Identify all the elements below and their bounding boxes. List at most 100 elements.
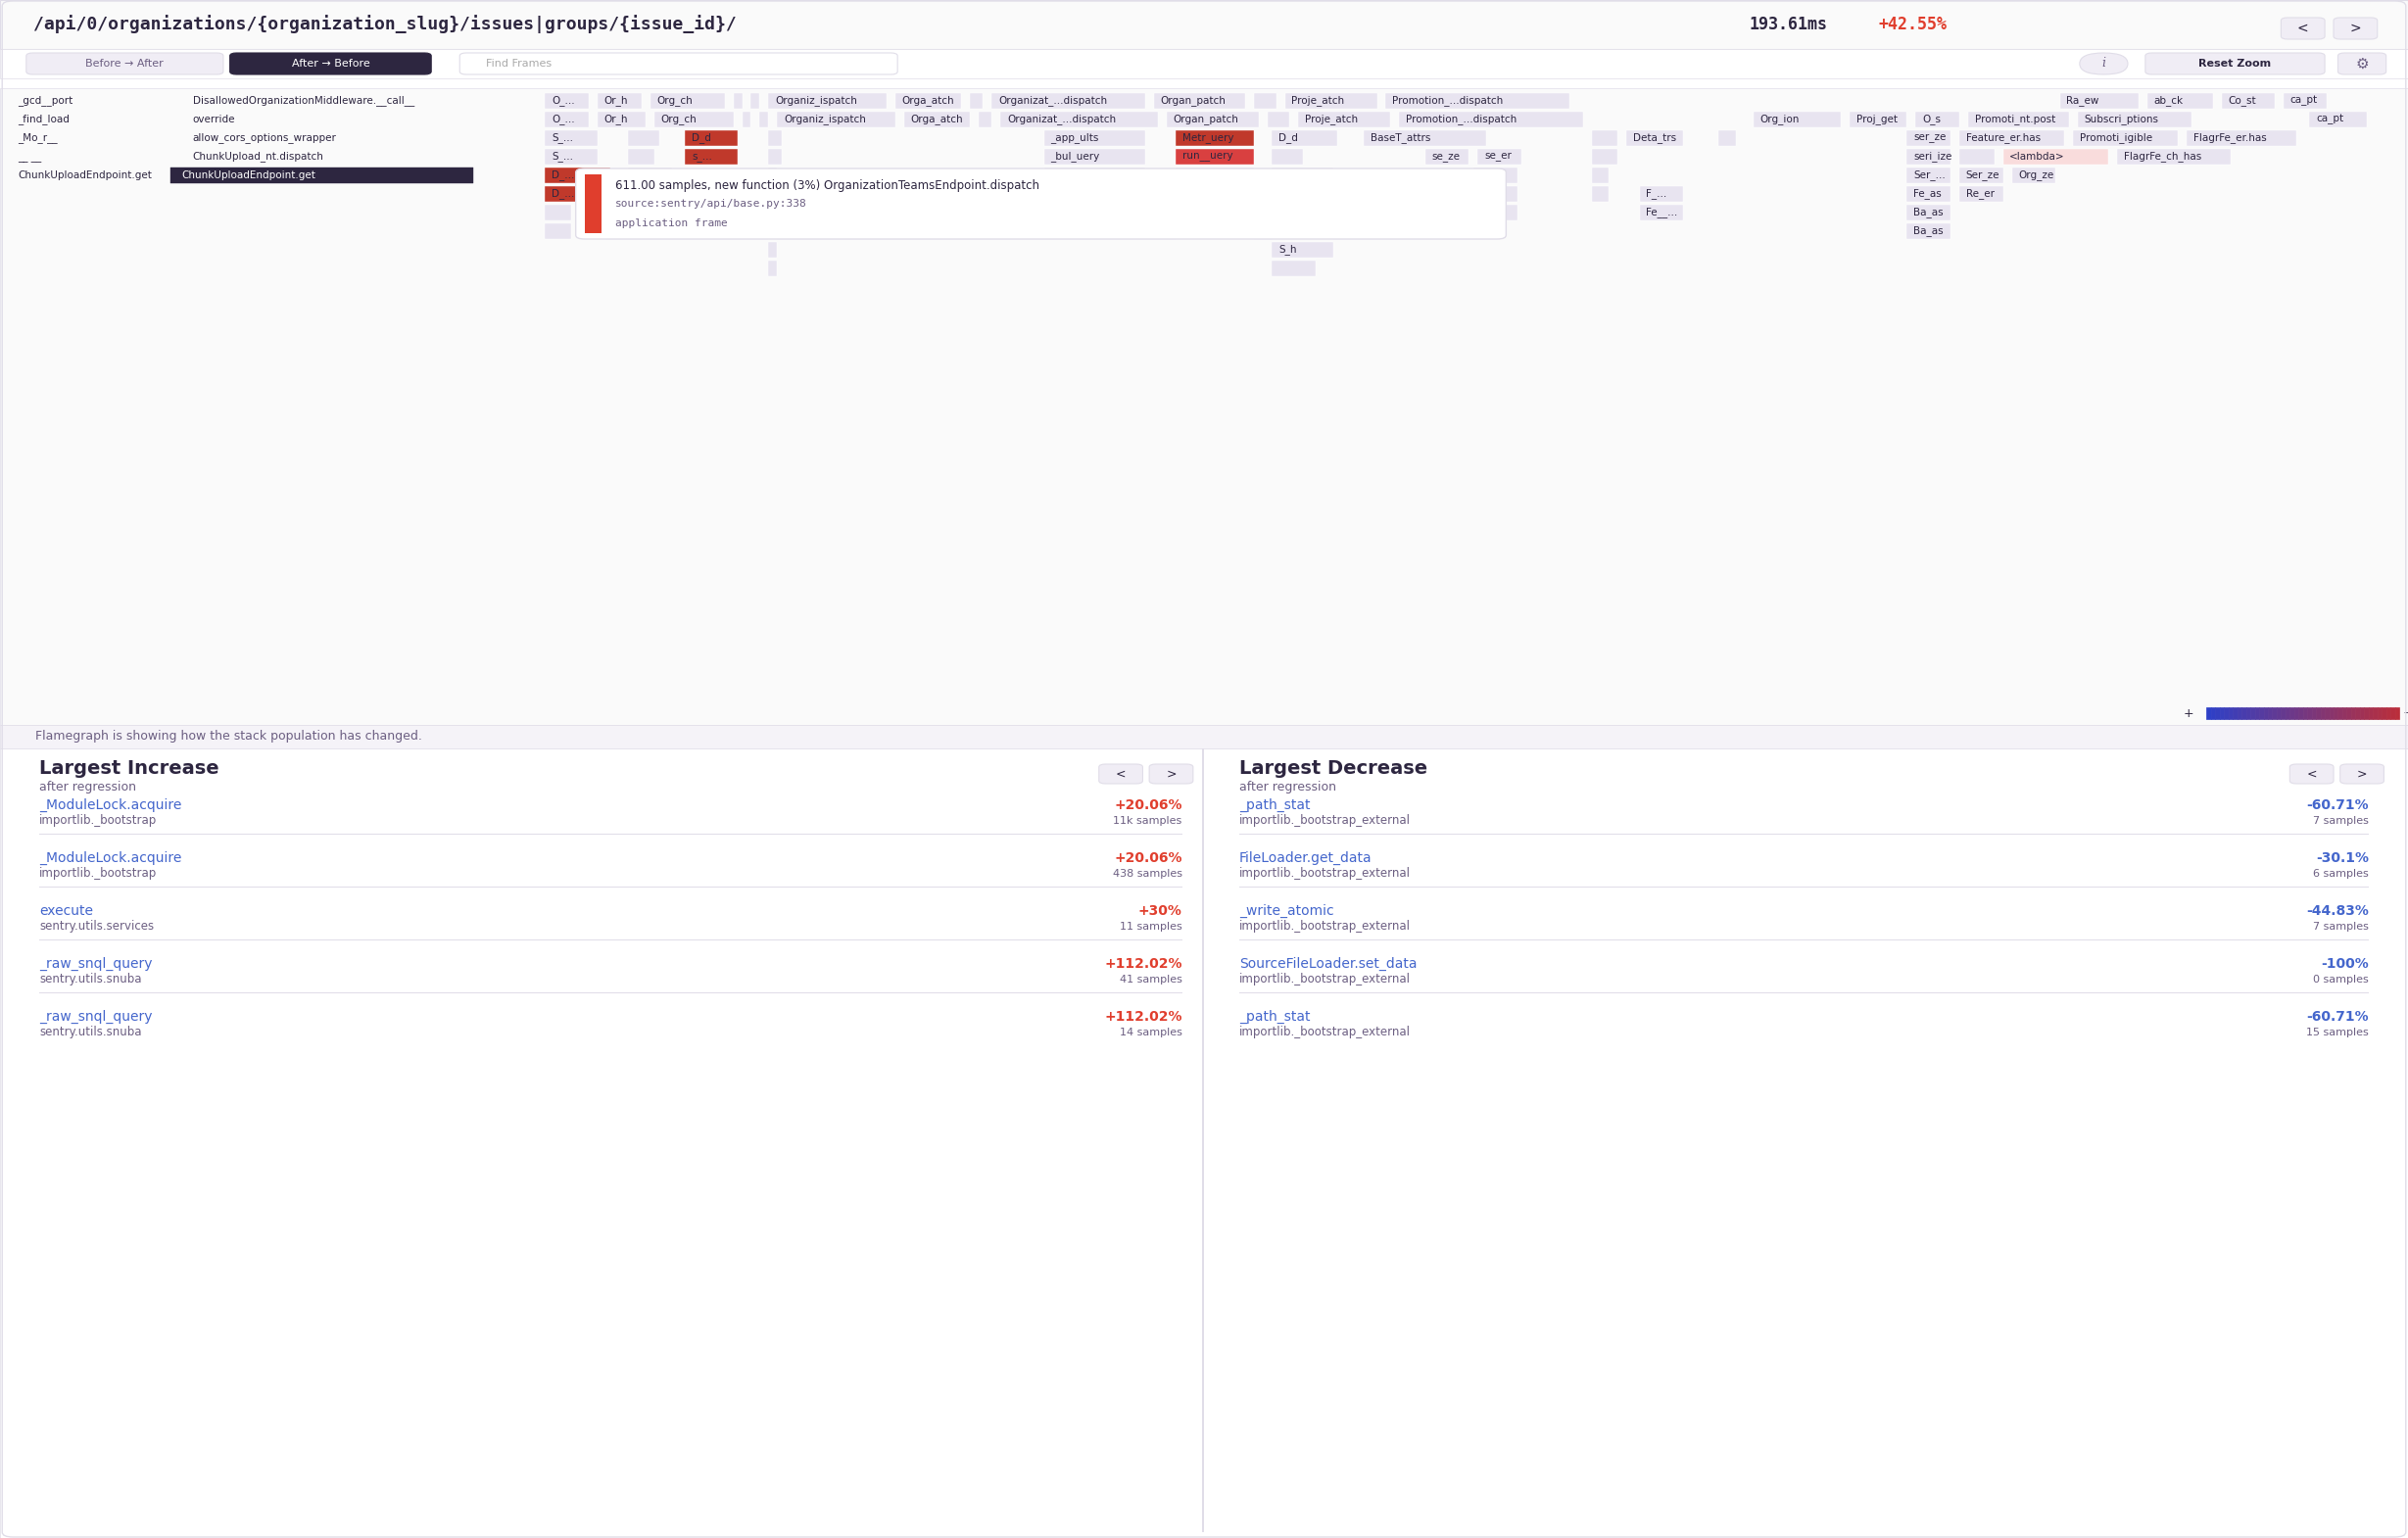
Text: -44.83%: -44.83%	[2307, 904, 2369, 918]
Bar	[628, 168, 672, 183]
Text: _ap_lts: _ap_lts	[1182, 189, 1218, 200]
Bar	[2237, 707, 2242, 720]
Bar	[2276, 707, 2280, 720]
Bar	[597, 112, 645, 128]
Bar	[686, 149, 737, 165]
Bar	[2117, 149, 2230, 165]
Bar	[2003, 149, 2107, 165]
Bar	[2242, 707, 2247, 720]
Bar	[1960, 149, 1994, 165]
Text: sentry.utils.snuba: sentry.utils.snuba	[39, 974, 142, 986]
Bar	[2360, 707, 2365, 720]
Text: Co_st: Co_st	[2227, 95, 2256, 106]
Bar	[1753, 112, 1842, 128]
Bar	[2307, 707, 2312, 720]
Text: Ser_ze: Ser_ze	[1965, 171, 1999, 180]
Bar	[1907, 205, 1950, 220]
FancyBboxPatch shape	[2146, 52, 2324, 74]
Text: +20.06%: +20.06%	[1115, 798, 1182, 812]
Bar	[1286, 94, 1377, 109]
Bar	[1175, 186, 1255, 201]
Text: Re_er: Re_er	[1965, 189, 1994, 200]
Text: Org_ch: Org_ch	[657, 95, 694, 106]
Bar	[1426, 186, 1452, 201]
Text: Ra_ew: Ra_ew	[2066, 95, 2100, 106]
Bar	[768, 149, 783, 165]
Text: /api/0/organizations/{organization_slug}/issues|groups/{issue_id}/: /api/0/organizations/{organization_slug}…	[34, 15, 737, 34]
Bar	[1271, 205, 1334, 220]
Text: 11k samples: 11k samples	[1112, 817, 1182, 826]
Text: FileLoader.get_data: FileLoader.get_data	[1240, 851, 1373, 864]
Text: ca_pt: ca_pt	[2316, 114, 2343, 125]
Bar	[1849, 112, 1907, 128]
Bar	[2377, 707, 2382, 720]
Bar	[628, 131, 660, 146]
Text: S_...: S_...	[551, 132, 573, 143]
Text: FlagrFe_er.has: FlagrFe_er.has	[2194, 132, 2266, 143]
Text: execute: execute	[39, 904, 94, 918]
Text: raw_ery: raw_ery	[1279, 171, 1320, 180]
Bar	[1719, 131, 1736, 146]
Text: Organ_patch: Organ_patch	[1173, 114, 1238, 125]
Text: _path_stat: _path_stat	[1240, 1010, 1310, 1024]
Text: Before → After: Before → After	[87, 58, 164, 69]
Bar	[2295, 707, 2300, 720]
Bar	[655, 112, 734, 128]
Bar	[1592, 168, 1609, 183]
Bar	[0, 749, 2408, 1538]
Text: importlib._bootstrap: importlib._bootstrap	[39, 867, 157, 880]
Text: >: >	[2357, 767, 2367, 780]
Text: Organizat_...dispatch: Organizat_...dispatch	[999, 95, 1108, 106]
Text: ab_ck: ab_ck	[2155, 95, 2184, 106]
Bar	[1271, 241, 1334, 258]
Text: <lambda>: <lambda>	[2011, 152, 2066, 161]
Bar	[2369, 707, 2372, 720]
Bar	[1426, 149, 1469, 165]
Bar	[2386, 707, 2391, 720]
Text: Org_ion: Org_ion	[1760, 114, 1799, 125]
Text: application frame: application frame	[614, 218, 727, 228]
Bar	[1385, 94, 1570, 109]
Text: ser_ze: ser_ze	[1914, 134, 1946, 143]
FancyBboxPatch shape	[2333, 17, 2377, 38]
Bar	[1967, 112, 2068, 128]
Text: se_ze: se_ze	[1433, 152, 1459, 161]
Bar	[2321, 707, 2324, 720]
Text: D_d: D_d	[1279, 132, 1298, 143]
Bar	[2396, 707, 2398, 720]
Text: Proje_atch: Proje_atch	[1305, 114, 1358, 125]
Bar	[2232, 707, 2237, 720]
Text: _Mo_r__: _Mo_r__	[17, 132, 58, 143]
Bar	[171, 168, 472, 183]
Bar	[2186, 131, 2297, 146]
Bar	[2365, 707, 2369, 720]
Text: D_...: D_...	[551, 189, 576, 200]
Bar	[1267, 112, 1288, 128]
Text: Orga_atch: Orga_atch	[903, 95, 954, 106]
Text: source:sentry/api/base.py:338: source:sentry/api/base.py:338	[614, 198, 807, 209]
Bar	[978, 112, 992, 128]
Text: importlib._bootstrap_external: importlib._bootstrap_external	[1240, 974, 1411, 986]
Bar	[544, 186, 612, 201]
Bar	[999, 112, 1158, 128]
Text: F_...: F_...	[1481, 208, 1500, 218]
Bar	[2227, 707, 2232, 720]
Bar	[2338, 707, 2343, 720]
Bar	[2302, 707, 2307, 720]
Text: get__ries: get__ries	[1182, 171, 1228, 180]
Text: Flamegraph is showing how the stack population has changed.: Flamegraph is showing how the stack popu…	[36, 731, 421, 743]
Text: 438 samples: 438 samples	[1112, 869, 1182, 878]
Text: se_er: se_er	[1483, 152, 1512, 161]
Bar	[544, 168, 612, 183]
Text: F_...: F_...	[1647, 189, 1666, 200]
Text: Subscri_ptions: Subscri_ptions	[2083, 114, 2158, 125]
Bar	[1175, 131, 1255, 146]
Bar	[2300, 707, 2302, 720]
Text: _ra_ery: _ra_ery	[1182, 226, 1218, 237]
Bar	[2251, 707, 2254, 720]
Text: S_...: S_...	[551, 151, 573, 161]
Text: 611.00 samples, new function (3%) OrganizationTeamsEndpoint.dispatch: 611.00 samples, new function (3%) Organi…	[614, 180, 1040, 192]
Text: run__uery: run__uery	[1182, 152, 1233, 161]
Text: __...: __...	[636, 189, 655, 198]
Bar	[2372, 707, 2377, 720]
